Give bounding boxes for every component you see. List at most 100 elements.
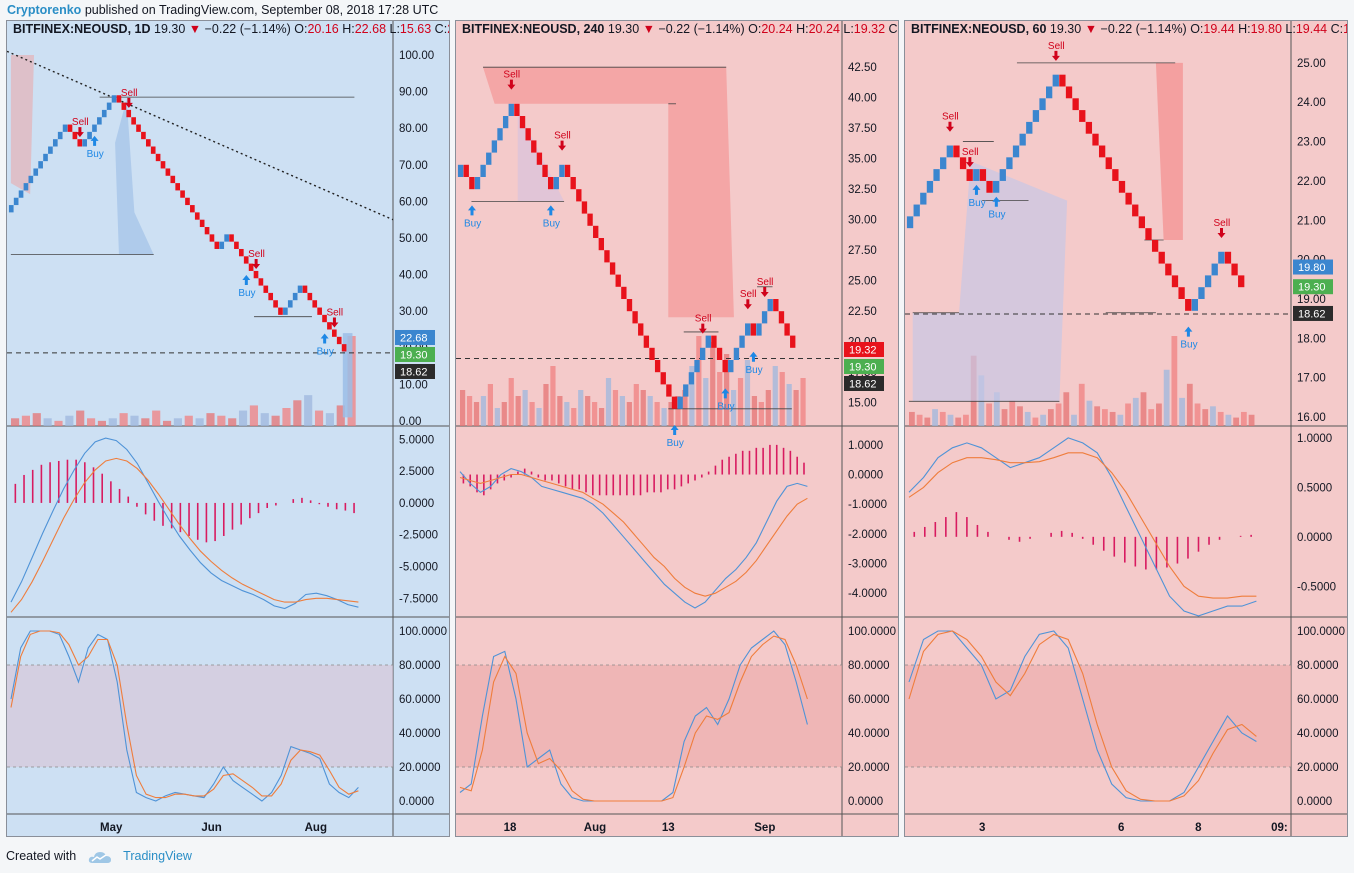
renko-brick-down xyxy=(185,197,190,206)
renko-brick-up xyxy=(906,216,914,229)
volume-bar xyxy=(758,402,764,426)
volume-bar xyxy=(612,390,619,426)
renko-brick-down xyxy=(229,234,234,242)
volume-bar xyxy=(585,396,591,426)
sell-signal-label: Sell xyxy=(72,117,89,128)
volume-bar xyxy=(909,411,915,426)
sell-arrow-icon xyxy=(760,287,769,297)
sell-signal-label: Sell xyxy=(326,308,343,319)
volume-bar xyxy=(11,418,20,426)
renko-brick-down xyxy=(1105,157,1112,170)
price-tick-label: 60.00 xyxy=(399,196,428,208)
renko-brick-down xyxy=(136,124,141,132)
price-tick-label: 30.00 xyxy=(399,306,428,318)
renko-brick-up xyxy=(292,292,298,301)
tradingview-link[interactable]: TradingView xyxy=(123,849,192,863)
price-tick-label: 22.00 xyxy=(1297,176,1326,188)
buy-arrow-icon xyxy=(320,333,329,344)
renko-brick-down xyxy=(626,299,633,312)
renko-brick-down xyxy=(180,190,185,198)
price-tick-label: 32.50 xyxy=(848,184,877,196)
macd-tick-label: 1.0000 xyxy=(1297,433,1332,445)
macd-tick-label: 0.0000 xyxy=(399,498,434,510)
price-tick-label: 10.00 xyxy=(399,379,428,391)
renko-brick-down xyxy=(214,241,220,249)
stoch-tick-label: 80.0000 xyxy=(1297,660,1339,672)
volume-bar xyxy=(184,415,193,426)
price-tick-label: 25.00 xyxy=(1297,58,1326,70)
renko-brick-down xyxy=(253,270,259,279)
renko-brick-up xyxy=(993,180,1000,193)
renko-brick-up xyxy=(1198,287,1205,299)
chart-canvas[interactable]: 100.00 90.00 80.00 70.00 60.00 50.00 40.00 30.0… xyxy=(7,21,450,837)
renko-brick-down xyxy=(263,285,269,293)
renko-brick-down xyxy=(643,335,650,348)
symbol-label: BITFINEX:NEOUSD, 1D xyxy=(13,22,151,36)
volume-bar xyxy=(675,396,681,426)
renko-brick-up xyxy=(1019,133,1026,146)
renko-brick-down xyxy=(1138,216,1146,229)
range-shade xyxy=(517,109,565,202)
price-tick-label: 19.00 xyxy=(1297,294,1326,306)
macd-tick-label: -3.0000 xyxy=(848,559,887,571)
renko-brick-up xyxy=(1046,86,1053,99)
volume-bar xyxy=(640,390,646,426)
renko-brick-down xyxy=(155,153,161,162)
renko-brick-down xyxy=(1112,169,1119,181)
renko-brick-up xyxy=(1026,121,1033,134)
time-tick-label: 18 xyxy=(504,822,517,834)
volume-bar xyxy=(217,415,226,426)
volume-bar xyxy=(130,415,139,426)
volume-bar xyxy=(1148,409,1155,426)
renko-brick-down xyxy=(312,300,318,308)
stoch-tick-label: 60.0000 xyxy=(1297,694,1339,706)
volume-bar xyxy=(1163,369,1170,426)
volume-bar xyxy=(779,372,785,426)
renko-brick-up xyxy=(559,164,565,177)
chart-panel-1d[interactable]: BITFINEX:NEOUSD, 1D 19.30 ▼ −0.22 (−1.14… xyxy=(6,20,450,837)
renko-brick-down xyxy=(660,372,666,385)
buy-signal-label: Buy xyxy=(968,198,985,209)
price-tick-label: 21.00 xyxy=(1297,215,1326,227)
sell-arrow-icon xyxy=(965,157,974,168)
volume-bar xyxy=(682,390,688,426)
renko-brick-up xyxy=(13,197,19,206)
chart-canvas[interactable]: 42.50 40.00 37.50 35.00 32.50 30.00 27.50 25.00… xyxy=(456,21,899,837)
stoch-band xyxy=(7,665,393,767)
renko-brick-down xyxy=(1118,180,1126,193)
volume-bar xyxy=(730,390,737,426)
chart-panel-60[interactable]: BITFINEX:NEOUSD, 60 19.30 ▼ −0.22 (−1.14… xyxy=(904,20,1348,837)
stoch-tick-label: 20.0000 xyxy=(1297,762,1339,774)
renko-brick-up xyxy=(480,164,486,177)
stoch-k-line xyxy=(908,630,1257,802)
renko-brick-down xyxy=(621,286,627,299)
renko-brick-down xyxy=(175,183,181,191)
renko-brick-up xyxy=(287,300,293,308)
price-tick-label: 40.00 xyxy=(848,93,877,105)
renko-brick-down xyxy=(238,248,244,257)
time-tick-label: 8 xyxy=(1195,822,1202,834)
volume-bar xyxy=(947,414,954,426)
volume-bar xyxy=(751,396,758,426)
high-value: 22.68 xyxy=(354,22,387,36)
price-badge-label: 19.80 xyxy=(1298,262,1326,274)
volume-bar xyxy=(986,403,992,426)
author-name[interactable]: Cryptorenko xyxy=(7,3,82,17)
buy-signal-label: Buy xyxy=(745,365,762,376)
renko-brick-up xyxy=(486,152,492,165)
volume-bar xyxy=(932,409,938,426)
macd-tick-label: -2.0000 xyxy=(848,529,887,541)
time-tick-label: 3 xyxy=(979,822,985,834)
sell-arrow-icon xyxy=(945,121,954,132)
renko-brick-down xyxy=(519,116,526,129)
macd-signal-line xyxy=(10,457,359,613)
renko-brick-down xyxy=(790,335,796,348)
macd-line xyxy=(10,437,359,610)
renko-brick-up xyxy=(28,175,34,184)
chart-canvas[interactable]: 25.0024.0023.0022.0021.0020.0019.0018.00… xyxy=(905,21,1348,837)
volume-bar xyxy=(238,410,248,426)
renko-brick-down xyxy=(278,307,283,315)
renko-brick-down xyxy=(204,227,210,235)
chart-panel-240[interactable]: BITFINEX:NEOUSD, 240 19.30 ▼ −0.22 (−1.1… xyxy=(455,20,899,837)
volume-bar xyxy=(282,408,291,426)
